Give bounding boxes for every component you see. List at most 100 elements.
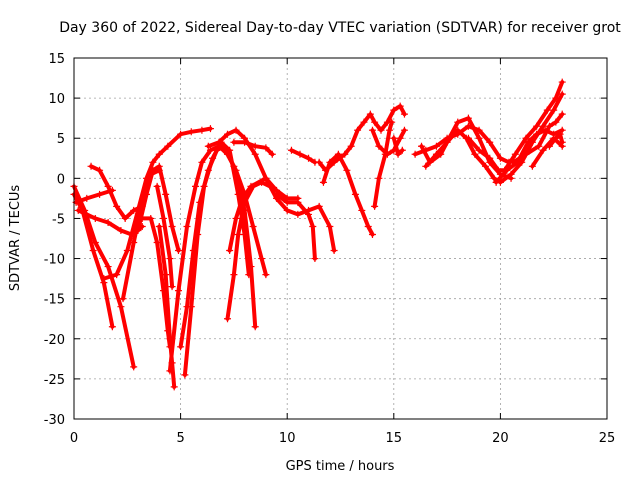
data-point bbox=[556, 130, 564, 138]
data-point bbox=[91, 214, 99, 222]
chart-title: Day 360 of 2022, Sidereal Day-to-day VTE… bbox=[59, 20, 621, 36]
x-tick-label: 20 bbox=[492, 431, 509, 446]
series-line bbox=[321, 152, 375, 237]
data-point bbox=[232, 214, 240, 222]
series-arc-8 bbox=[134, 162, 182, 255]
data-point bbox=[117, 226, 125, 234]
data-point bbox=[249, 222, 257, 230]
data-point bbox=[552, 134, 560, 142]
data-point bbox=[490, 174, 498, 182]
series-arc-24 bbox=[368, 126, 408, 158]
data-point bbox=[390, 106, 398, 114]
series-arc-25 bbox=[390, 134, 406, 158]
data-point bbox=[232, 126, 240, 134]
data-point bbox=[268, 150, 276, 158]
data-point bbox=[104, 218, 112, 226]
data-point bbox=[147, 214, 155, 222]
data-point bbox=[209, 154, 217, 162]
series-arc-2 bbox=[70, 182, 138, 371]
data-point bbox=[375, 142, 383, 150]
x-tick-label: 10 bbox=[279, 431, 296, 446]
data-point bbox=[230, 271, 238, 279]
data-point bbox=[464, 114, 472, 122]
data-point bbox=[149, 158, 157, 166]
data-point bbox=[287, 146, 295, 154]
data-point bbox=[251, 150, 259, 158]
data-point bbox=[166, 255, 174, 263]
data-point bbox=[181, 371, 189, 379]
y-tick-label: 15 bbox=[48, 52, 65, 67]
data-point bbox=[471, 150, 479, 158]
data-point bbox=[341, 150, 349, 158]
data-point bbox=[326, 158, 334, 166]
x-tick-label: 0 bbox=[70, 431, 78, 446]
data-point bbox=[377, 126, 385, 134]
data-point bbox=[371, 118, 379, 126]
data-point bbox=[262, 271, 270, 279]
data-point bbox=[155, 150, 163, 158]
x-axis-label: GPS time / hours bbox=[286, 459, 395, 474]
data-point bbox=[411, 150, 419, 158]
data-point bbox=[174, 247, 182, 255]
data-point bbox=[432, 142, 440, 150]
data-point bbox=[153, 182, 161, 190]
series-line bbox=[289, 148, 317, 165]
data-point bbox=[539, 146, 547, 154]
y-tick-label: -10 bbox=[44, 253, 65, 268]
x-tick-label: 25 bbox=[599, 431, 616, 446]
data-point bbox=[418, 142, 426, 150]
data-point bbox=[230, 138, 238, 146]
data-point bbox=[149, 166, 157, 174]
data-point bbox=[89, 247, 97, 255]
data-point bbox=[160, 214, 168, 222]
data-point bbox=[168, 283, 176, 291]
series-line bbox=[317, 104, 407, 173]
data-point bbox=[177, 130, 185, 138]
data-point bbox=[174, 287, 182, 295]
data-point bbox=[360, 118, 368, 126]
series-arc-17 bbox=[204, 126, 338, 255]
data-point bbox=[226, 146, 234, 154]
series-line bbox=[372, 120, 394, 209]
series-arc-19 bbox=[273, 190, 319, 263]
data-point bbox=[224, 130, 232, 138]
data-point bbox=[311, 255, 319, 263]
data-point bbox=[96, 190, 104, 198]
data-point bbox=[511, 150, 519, 158]
series-line bbox=[206, 128, 337, 253]
data-point bbox=[545, 122, 553, 130]
data-point bbox=[74, 206, 82, 214]
data-point bbox=[475, 146, 483, 154]
data-point bbox=[494, 166, 502, 174]
series-arc-10 bbox=[153, 182, 176, 291]
data-point bbox=[558, 126, 566, 134]
data-point bbox=[162, 190, 170, 198]
data-point bbox=[247, 182, 255, 190]
data-point bbox=[294, 210, 302, 218]
data-point bbox=[226, 247, 234, 255]
data-point bbox=[533, 130, 541, 138]
data-point bbox=[234, 230, 242, 238]
data-point bbox=[108, 323, 116, 331]
data-point bbox=[443, 138, 451, 146]
x-tick-labels: 0 5 10 15 20 25 bbox=[70, 431, 615, 446]
data-point bbox=[113, 202, 121, 210]
data-point bbox=[371, 202, 379, 210]
data-point bbox=[524, 138, 532, 146]
data-point bbox=[138, 214, 146, 222]
series-line bbox=[511, 112, 565, 165]
data-point bbox=[117, 303, 125, 311]
series-arc-18 bbox=[230, 138, 276, 158]
data-point bbox=[262, 144, 270, 152]
data-point bbox=[366, 110, 374, 118]
data-point bbox=[509, 158, 517, 166]
data-point bbox=[251, 142, 259, 150]
data-point bbox=[83, 194, 91, 202]
data-point bbox=[251, 323, 259, 331]
data-point bbox=[170, 383, 178, 391]
data-point bbox=[198, 126, 206, 134]
data-point bbox=[119, 295, 127, 303]
data-point bbox=[262, 174, 270, 182]
data-point bbox=[234, 190, 242, 198]
